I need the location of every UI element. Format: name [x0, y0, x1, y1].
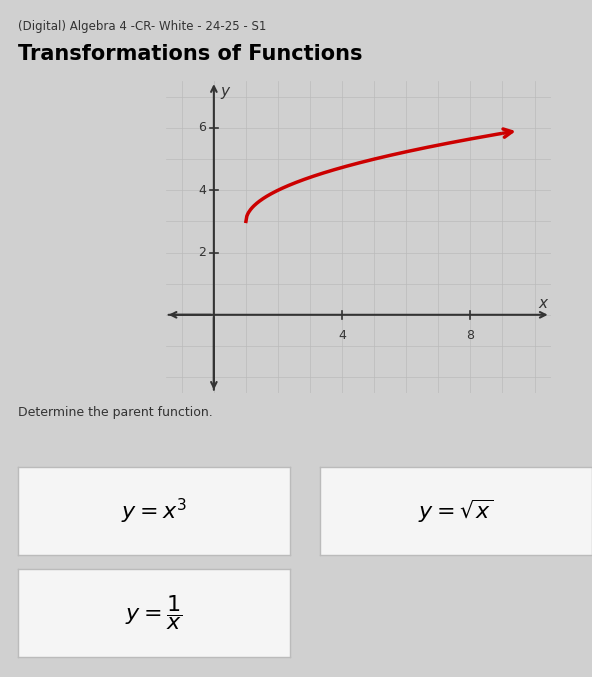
Text: 4: 4	[338, 329, 346, 342]
Text: $y = \dfrac{1}{x}$: $y = \dfrac{1}{x}$	[126, 593, 182, 632]
Text: $y = \sqrt{x}$: $y = \sqrt{x}$	[418, 498, 494, 525]
Text: 8: 8	[466, 329, 474, 342]
Text: Determine the parent function.: Determine the parent function.	[18, 406, 213, 419]
Text: 4: 4	[198, 183, 206, 197]
Text: 2: 2	[198, 246, 206, 259]
Text: 6: 6	[198, 121, 206, 135]
Text: x: x	[538, 297, 548, 311]
Text: Transformations of Functions: Transformations of Functions	[18, 44, 362, 64]
Text: (Digital) Algebra 4 -CR- White - 24-25 - S1: (Digital) Algebra 4 -CR- White - 24-25 -…	[18, 20, 266, 33]
Text: $y = x^3$: $y = x^3$	[121, 496, 186, 526]
Text: y: y	[221, 85, 230, 100]
